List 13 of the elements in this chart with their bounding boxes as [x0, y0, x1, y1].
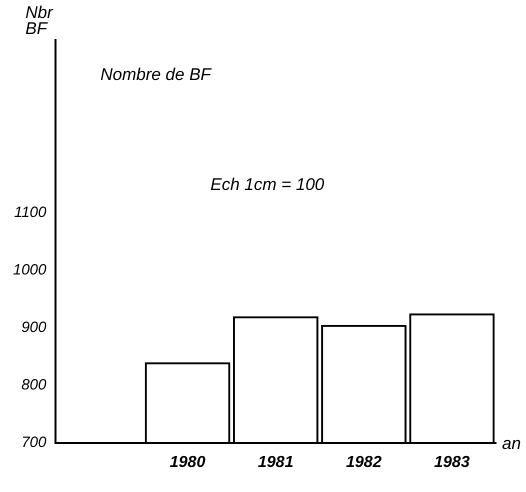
x-tick-label: 1983: [434, 454, 470, 471]
x-tick-label: 1981: [258, 454, 294, 471]
y-tick-label: 1100: [14, 204, 48, 221]
x-axis-title: an: [502, 434, 521, 453]
y-tick-label: 800: [21, 376, 48, 394]
y-tick-label: 700: [21, 434, 48, 451]
x-tick-label: 1982: [346, 454, 382, 471]
text: Nombre de BF: [100, 65, 213, 84]
y-tick-label: 1000: [12, 261, 48, 278]
x-tick-label: 1980: [170, 454, 206, 471]
annotation: Ech 1cm = 100: [210, 175, 325, 194]
y-axis-title: Nbr BF: [25, 3, 54, 38]
y-tick-label: 900: [21, 318, 48, 336]
